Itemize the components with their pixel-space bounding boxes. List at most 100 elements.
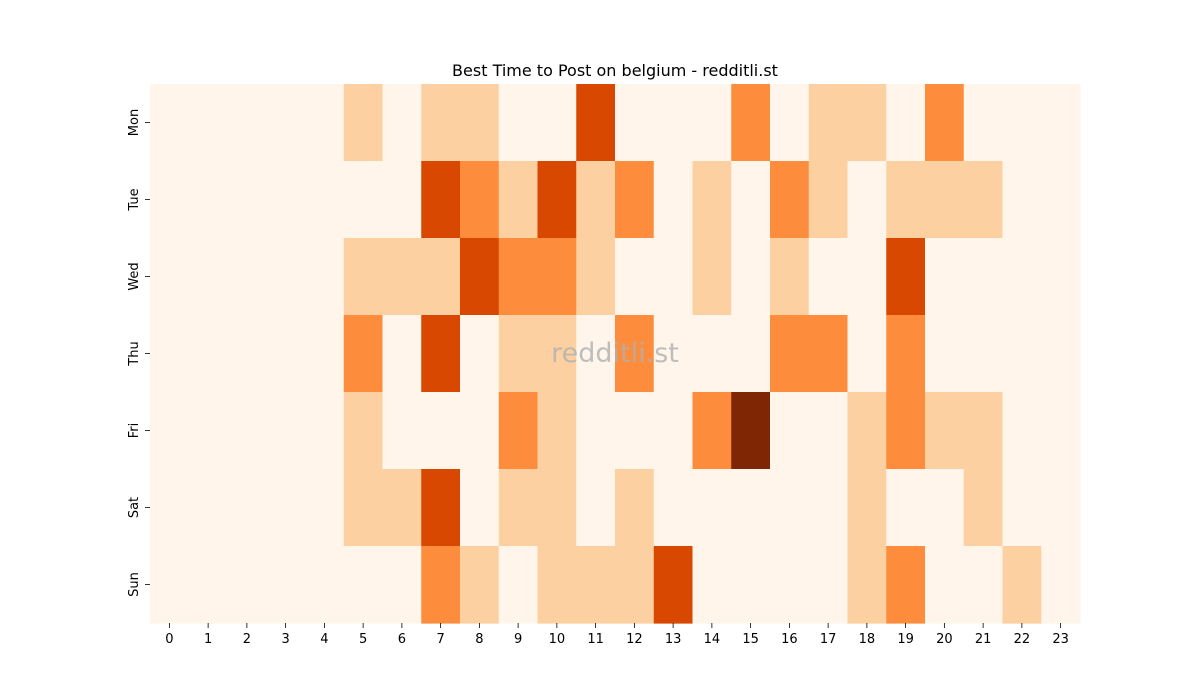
- heatmap-cell: [576, 238, 616, 316]
- heatmap-cell: [808, 315, 849, 393]
- heatmap-cell: [653, 546, 694, 624]
- x-tick-label: 17: [820, 632, 837, 647]
- heatmap-cell: [305, 469, 345, 547]
- heatmap-cell: [498, 546, 539, 624]
- heatmap-cell: [150, 315, 190, 393]
- heatmap-cell: [886, 546, 926, 624]
- heatmap-cell: [498, 392, 539, 470]
- heatmap-cell: [1041, 546, 1081, 624]
- x-tick-label: 3: [281, 632, 289, 647]
- heatmap-cell: [963, 161, 1004, 239]
- x-axis: 0 1 2 3 4 5 6 7 8 9 10 11 12 13 14 15 16 17 18 19 20 21 22 23: [165, 623, 1069, 647]
- heatmap-cell: [963, 392, 1004, 470]
- heatmap-cell: [421, 238, 461, 316]
- heatmap-cell: [925, 392, 965, 470]
- heatmap-cell: [653, 315, 694, 393]
- heatmap-cell: [1002, 546, 1042, 624]
- heatmap-cell: [770, 315, 810, 393]
- heatmap-cell: [460, 469, 500, 547]
- heatmap-cell: [460, 392, 500, 470]
- heatmap-cell: [615, 315, 655, 393]
- heatmap-cell: [421, 84, 461, 162]
- x-tick-label: 4: [320, 632, 328, 647]
- heatmap-cell: [537, 161, 577, 239]
- heatmap-cell: [1002, 392, 1042, 470]
- heatmap-cell: [382, 238, 422, 316]
- heatmap-cell: [576, 469, 616, 547]
- heatmap-cell: [460, 315, 500, 393]
- y-tick-label: Sun: [127, 572, 142, 597]
- heatmap-cell: [731, 238, 771, 316]
- y-axis: Mon Tue Wed Thu Fri Sat Sun: [127, 109, 150, 597]
- x-tick-label: 23: [1052, 632, 1069, 647]
- heatmap-cell: [537, 546, 577, 624]
- heatmap-cell: [382, 392, 422, 470]
- heatmap-cell: [731, 546, 771, 624]
- heatmap-cell: [343, 469, 384, 547]
- x-tick-label: 8: [475, 632, 483, 647]
- heatmap-cell: [692, 84, 732, 162]
- heatmap-cell: [731, 392, 771, 470]
- heatmap-cell: [615, 392, 655, 470]
- heatmap-cell: [266, 546, 306, 624]
- heatmap-cell: [227, 238, 267, 316]
- heatmap-cells: [150, 84, 1081, 624]
- y-tick-label: Thu: [127, 341, 142, 366]
- heatmap-cell: [305, 546, 345, 624]
- heatmap-cell: [421, 161, 461, 239]
- heatmap-cell: [343, 315, 384, 393]
- heatmap-cell: [886, 315, 926, 393]
- heatmap-cell: [227, 546, 267, 624]
- heatmap-cell: [731, 315, 771, 393]
- x-tick-label: 20: [936, 632, 953, 647]
- heatmap-cell: [925, 315, 965, 393]
- x-tick-label: 2: [243, 632, 251, 647]
- heatmap-cell: [460, 546, 500, 624]
- heatmap-cell: [615, 546, 655, 624]
- heatmap-cell: [886, 469, 926, 547]
- heatmap-cell: [963, 546, 1004, 624]
- heatmap-cell: [188, 315, 229, 393]
- heatmap-cell: [692, 469, 732, 547]
- heatmap-cell: [886, 84, 926, 162]
- heatmap-cell: [808, 469, 849, 547]
- heatmap-cell: [847, 315, 887, 393]
- heatmap-cell: [266, 238, 306, 316]
- heatmap-cell: [1041, 161, 1081, 239]
- heatmap-cell: [615, 161, 655, 239]
- heatmap-cell: [305, 315, 345, 393]
- heatmap-cell: [188, 161, 229, 239]
- x-tick-label: 18: [859, 632, 876, 647]
- y-tick-label: Tue: [127, 188, 142, 211]
- heatmap-cell: [382, 315, 422, 393]
- heatmap-cell: [498, 161, 539, 239]
- heatmap-cell: [227, 161, 267, 239]
- heatmap-cell: [925, 546, 965, 624]
- heatmap-cell: [1041, 84, 1081, 162]
- heatmap-cell: [847, 84, 887, 162]
- heatmap-cell: [382, 546, 422, 624]
- x-tick-label: 10: [549, 632, 566, 647]
- heatmap-cell: [576, 84, 616, 162]
- heatmap-cell: [770, 161, 810, 239]
- heatmap-cell: [653, 238, 694, 316]
- heatmap-cell: [963, 315, 1004, 393]
- heatmap-cell: [305, 238, 345, 316]
- heatmap-cell: [963, 84, 1004, 162]
- heatmap-cell: [421, 469, 461, 547]
- heatmap-cell: [847, 392, 887, 470]
- watermark: redditli.st: [551, 338, 679, 369]
- heatmap-cell: [770, 392, 810, 470]
- x-tick-label: 7: [436, 632, 444, 647]
- heatmap-cell: [770, 84, 810, 162]
- heatmap-cell: [150, 84, 190, 162]
- heatmap-cell: [188, 546, 229, 624]
- x-tick-label: 19: [897, 632, 914, 647]
- x-tick-label: 15: [742, 632, 759, 647]
- heatmap-cell: [847, 546, 887, 624]
- heatmap-cell: [847, 238, 887, 316]
- heatmap-cell: [266, 315, 306, 393]
- heatmap-cell: [498, 238, 539, 316]
- x-tick-label: 1: [204, 632, 212, 647]
- heatmap-cell: [498, 469, 539, 547]
